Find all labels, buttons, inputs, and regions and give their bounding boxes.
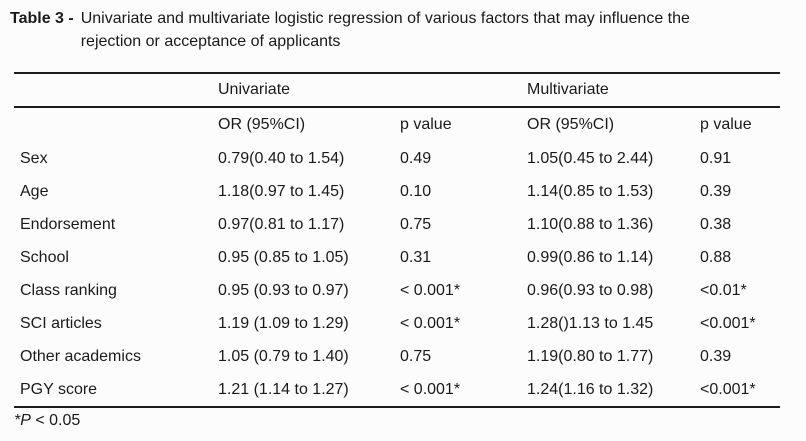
uni-or-cell: 1.18(0.97 to 1.45) [218,182,345,200]
table-row-pgy-score: PGY score 1.21 (1.14 to 1.27) < 0.001* 1… [14,373,780,407]
factor-cell: Other academics [20,347,141,365]
uni-or-cell: 0.97(0.81 to 1.17) [218,215,345,233]
multi-p-cell: <0.001* [700,314,756,332]
multi-or-cell: 1.10(0.88 to 1.36) [527,215,654,233]
table-row-age: Age 1.18(0.97 to 1.45) 0.10 1.14(0.85 to… [14,175,780,208]
table-row-school: School 0.95 (0.85 to 1.05) 0.31 0.99(0.8… [14,241,780,274]
table-caption: Table 3 - Univariate and multivariate lo… [0,0,806,72]
table-caption-label: Table 3 - [10,10,74,27]
uni-p-cell: 0.75 [400,215,432,233]
table-row-other-academics: Other academics 1.05 (0.79 to 1.40) 0.75… [14,340,780,373]
multi-or-cell: 1.24(1.16 to 1.32) [527,380,654,398]
multi-p-cell: 0.88 [700,248,732,266]
footnote-p-symbol: P [20,412,31,429]
uni-p-cell: 0.75 [400,347,432,365]
factor-cell: School [20,248,69,266]
multi-p-cell: 0.39 [700,347,732,365]
factor-cell: Sex [20,149,48,167]
uni-p-cell: < 0.001* [400,314,461,332]
group-header-multivariate: Multivariate [527,73,780,108]
footnote-asterisk: * [14,412,21,429]
multi-p-cell: 0.38 [700,215,732,233]
regression-table: Univariate Multivariate OR (95%CI) p val… [14,72,780,408]
uni-or-cell: 0.79(0.40 to 1.54) [218,149,345,167]
factor-cell: PGY score [20,380,98,398]
multi-p-cell: <0.01* [700,281,747,299]
multi-or-cell: 0.99(0.86 to 1.14) [527,248,654,266]
table-row-sex: Sex 0.79(0.40 to 1.54) 0.49 1.05(0.45 to… [14,142,780,175]
uni-or-cell: 1.05 (0.79 to 1.40) [218,347,349,365]
uni-or-cell: 0.95 (0.93 to 0.97) [218,281,349,299]
table-row-sci-articles: SCI articles 1.19 (1.09 to 1.29) < 0.001… [14,307,780,340]
factor-cell: Class ranking [20,281,117,299]
uni-p-cell: 0.49 [400,149,432,167]
multi-or-cell: 1.28()1.13 to 1.45 [527,314,654,332]
table-row-endorsement: Endorsement 0.97(0.81 to 1.17) 0.75 1.10… [14,208,780,241]
factor-cell: Endorsement [20,215,116,233]
column-header-uni-p: p value [400,116,452,133]
column-header-multi-or: OR (95%CI) [527,116,615,133]
factor-cell: SCI articles [20,314,102,332]
uni-or-cell: 0.95 (0.85 to 1.05) [218,248,349,266]
uni-p-cell: 0.10 [400,182,432,200]
multi-p-cell: 0.39 [700,182,732,200]
multi-or-cell: 1.05(0.45 to 2.44) [527,149,654,167]
factor-cell: Age [20,182,49,200]
group-header-row: Univariate Multivariate [14,73,780,108]
multi-or-cell: 1.19(0.80 to 1.77) [527,347,654,365]
table-caption-text: Univariate and multivariate logistic reg… [81,7,798,53]
column-header-multi-p: p value [700,116,752,133]
footnote-threshold: < 0.05 [30,412,81,429]
column-header-row: OR (95%CI) p value OR (95%CI) p value [14,107,780,142]
multi-or-cell: 1.14(0.85 to 1.53) [527,182,654,200]
group-header-empty [14,73,218,108]
table-row-class-ranking: Class ranking 0.95 (0.93 to 0.97) < 0.00… [14,274,780,307]
table-caption-line1: Univariate and multivariate logistic reg… [80,10,690,27]
uni-or-cell: 1.19 (1.09 to 1.29) [218,314,349,332]
uni-or-cell: 1.21 (1.14 to 1.27) [218,380,349,398]
uni-p-cell: < 0.001* [400,281,461,299]
column-header-uni-or: OR (95%CI) [218,116,306,133]
multi-p-cell: <0.001* [700,380,756,398]
uni-p-cell: 0.31 [400,248,432,266]
table-footnote: *P < 0.05 [14,412,806,430]
multi-p-cell: 0.91 [700,149,732,167]
group-header-univariate: Univariate [218,73,527,108]
table-caption-line2: rejection or acceptance of applicants [80,33,341,50]
uni-p-cell: < 0.001* [400,380,461,398]
column-header-factor [14,107,218,142]
multi-or-cell: 0.96(0.93 to 0.98) [527,281,654,299]
